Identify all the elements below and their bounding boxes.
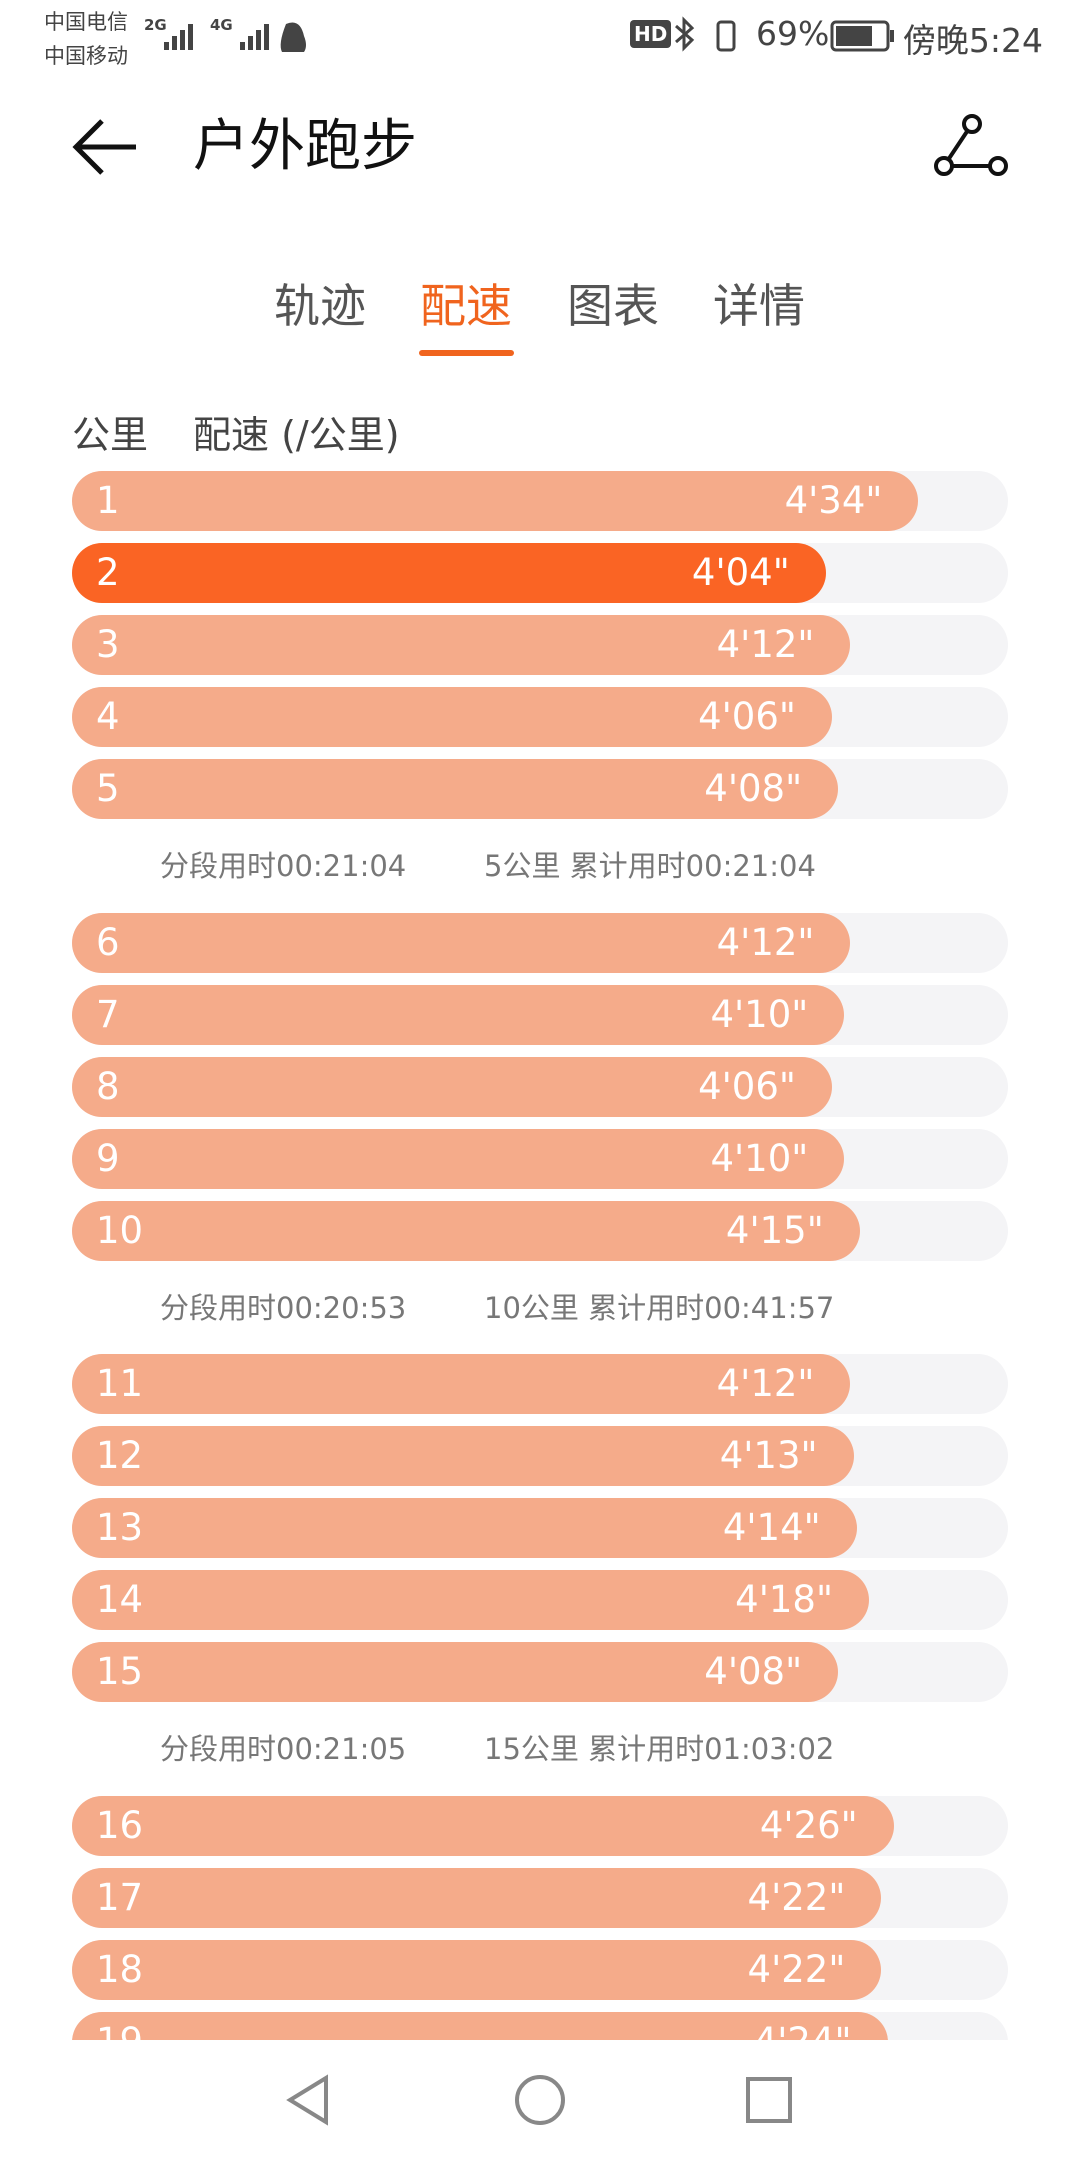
pace-label: 4'14" [722,1506,821,1549]
carrier: 中国电信 [44,10,128,34]
pace-label: 4'22" [747,1947,846,1991]
pace-label: 4'10" [710,992,809,1036]
pace-bar [72,1867,882,1928]
pace-label: 4'12" [716,920,815,964]
back-button[interactable] [70,112,140,182]
km-label: 6 [96,920,120,964]
km-label: 14 [96,1578,144,1621]
hd-icon: HD [630,20,672,48]
pace-bar [72,1642,839,1702]
km-label: 19 [96,2012,143,2041]
pace-bar [72,1795,894,1856]
pace-list: 公里 配速 (/公里) 1 4'34" 2 4'04" 3 4'12" 4 4'06" 5 4'0… [72,413,1008,2041]
tab-indicator [419,350,514,356]
nav-home[interactable] [515,2075,565,2125]
tab[interactable]: 配速 [420,279,512,333]
pace-label: 4'26" [759,1803,858,1847]
pace-label: 4'18" [735,1578,833,1621]
pace-label: 4'06" [698,695,796,738]
pace-bar [72,687,832,747]
km-label: 9 [96,1136,120,1180]
column-header: 配速 (/公里) [193,413,400,457]
pace-label: 4'22" [747,1875,846,1919]
battery-level: 69% [756,14,830,53]
segment-total: 15公里 累计用时01:03:02 [484,1732,835,1766]
km-label: 3 [96,623,120,666]
page-title: 户外跑步 [193,114,417,179]
pace-label: 4'34" [784,479,883,522]
km-label: 2 [96,551,120,594]
pace-bar [72,1570,869,1630]
km-label: 17 [96,1875,144,1919]
pace-bar [72,1354,851,1414]
share-button[interactable] [930,112,1010,182]
signal-icons [164,22,306,52]
tab[interactable]: 详情 [713,279,805,333]
pace-label: 4'10" [710,1136,809,1180]
pace-bar [72,1128,845,1189]
pace-bar [72,471,919,531]
pace-bar [72,615,851,675]
pace-bar [72,1200,860,1261]
km-label: 16 [96,1803,144,1847]
pace-label: 4'13" [719,1434,818,1477]
segment-split: 分段用时00:21:05 [160,1732,407,1766]
tab[interactable]: 轨迹 [274,279,366,333]
pace-bar [72,543,826,603]
km-label: 18 [96,1947,144,1991]
km-label: 15 [96,1650,144,1693]
pace-label: 4'15" [725,1208,824,1252]
pace-bar [72,984,845,1045]
pace-bar [72,1426,854,1486]
km-label: 11 [96,1362,144,1405]
network-type: 4G [210,16,233,34]
pace-label: 4'08" [704,767,803,810]
pace-label: 4'12" [716,1362,815,1405]
km-label: 7 [96,992,120,1036]
nav-recent[interactable] [746,2077,792,2123]
pace-label: 4'06" [698,1064,796,1108]
pace-label: 4'04" [691,551,790,594]
carrier: 中国移动 [44,44,128,68]
pace-label: 4'12" [716,623,815,666]
km-label: 1 [96,479,120,522]
segment-total: 10公里 累计用时00:41:57 [484,1290,835,1325]
pace-label: 4'08" [704,1650,803,1693]
pace-bar [72,912,851,973]
nav-back[interactable] [286,2074,328,2126]
pace-bar [72,1498,857,1558]
bt-vibrate-icons [675,16,736,52]
nav-bar [286,2074,792,2126]
clock: 傍晚5:24 [902,21,1043,60]
km-label: 12 [96,1434,144,1477]
segment-total: 5公里 累计用时00:21:04 [484,849,816,883]
segment-split: 分段用时00:20:53 [160,1290,407,1325]
km-label: 8 [96,1064,120,1108]
network-type: 2G [144,16,167,34]
km-label: 4 [96,695,120,738]
km-label: 13 [96,1506,144,1549]
km-label: 10 [96,1208,144,1252]
km-label: 5 [96,767,120,810]
segment-split: 分段用时00:21:04 [160,849,407,883]
battery-icon [830,20,894,52]
tab[interactable]: 图表 [567,279,659,333]
pace-bar [72,2011,888,2040]
pace-bar [72,759,839,819]
pace-bar [72,1056,832,1117]
column-header: 公里 [72,413,149,457]
pace-label: 4'24" [652,2012,852,2041]
pace-bar [72,1939,882,2000]
